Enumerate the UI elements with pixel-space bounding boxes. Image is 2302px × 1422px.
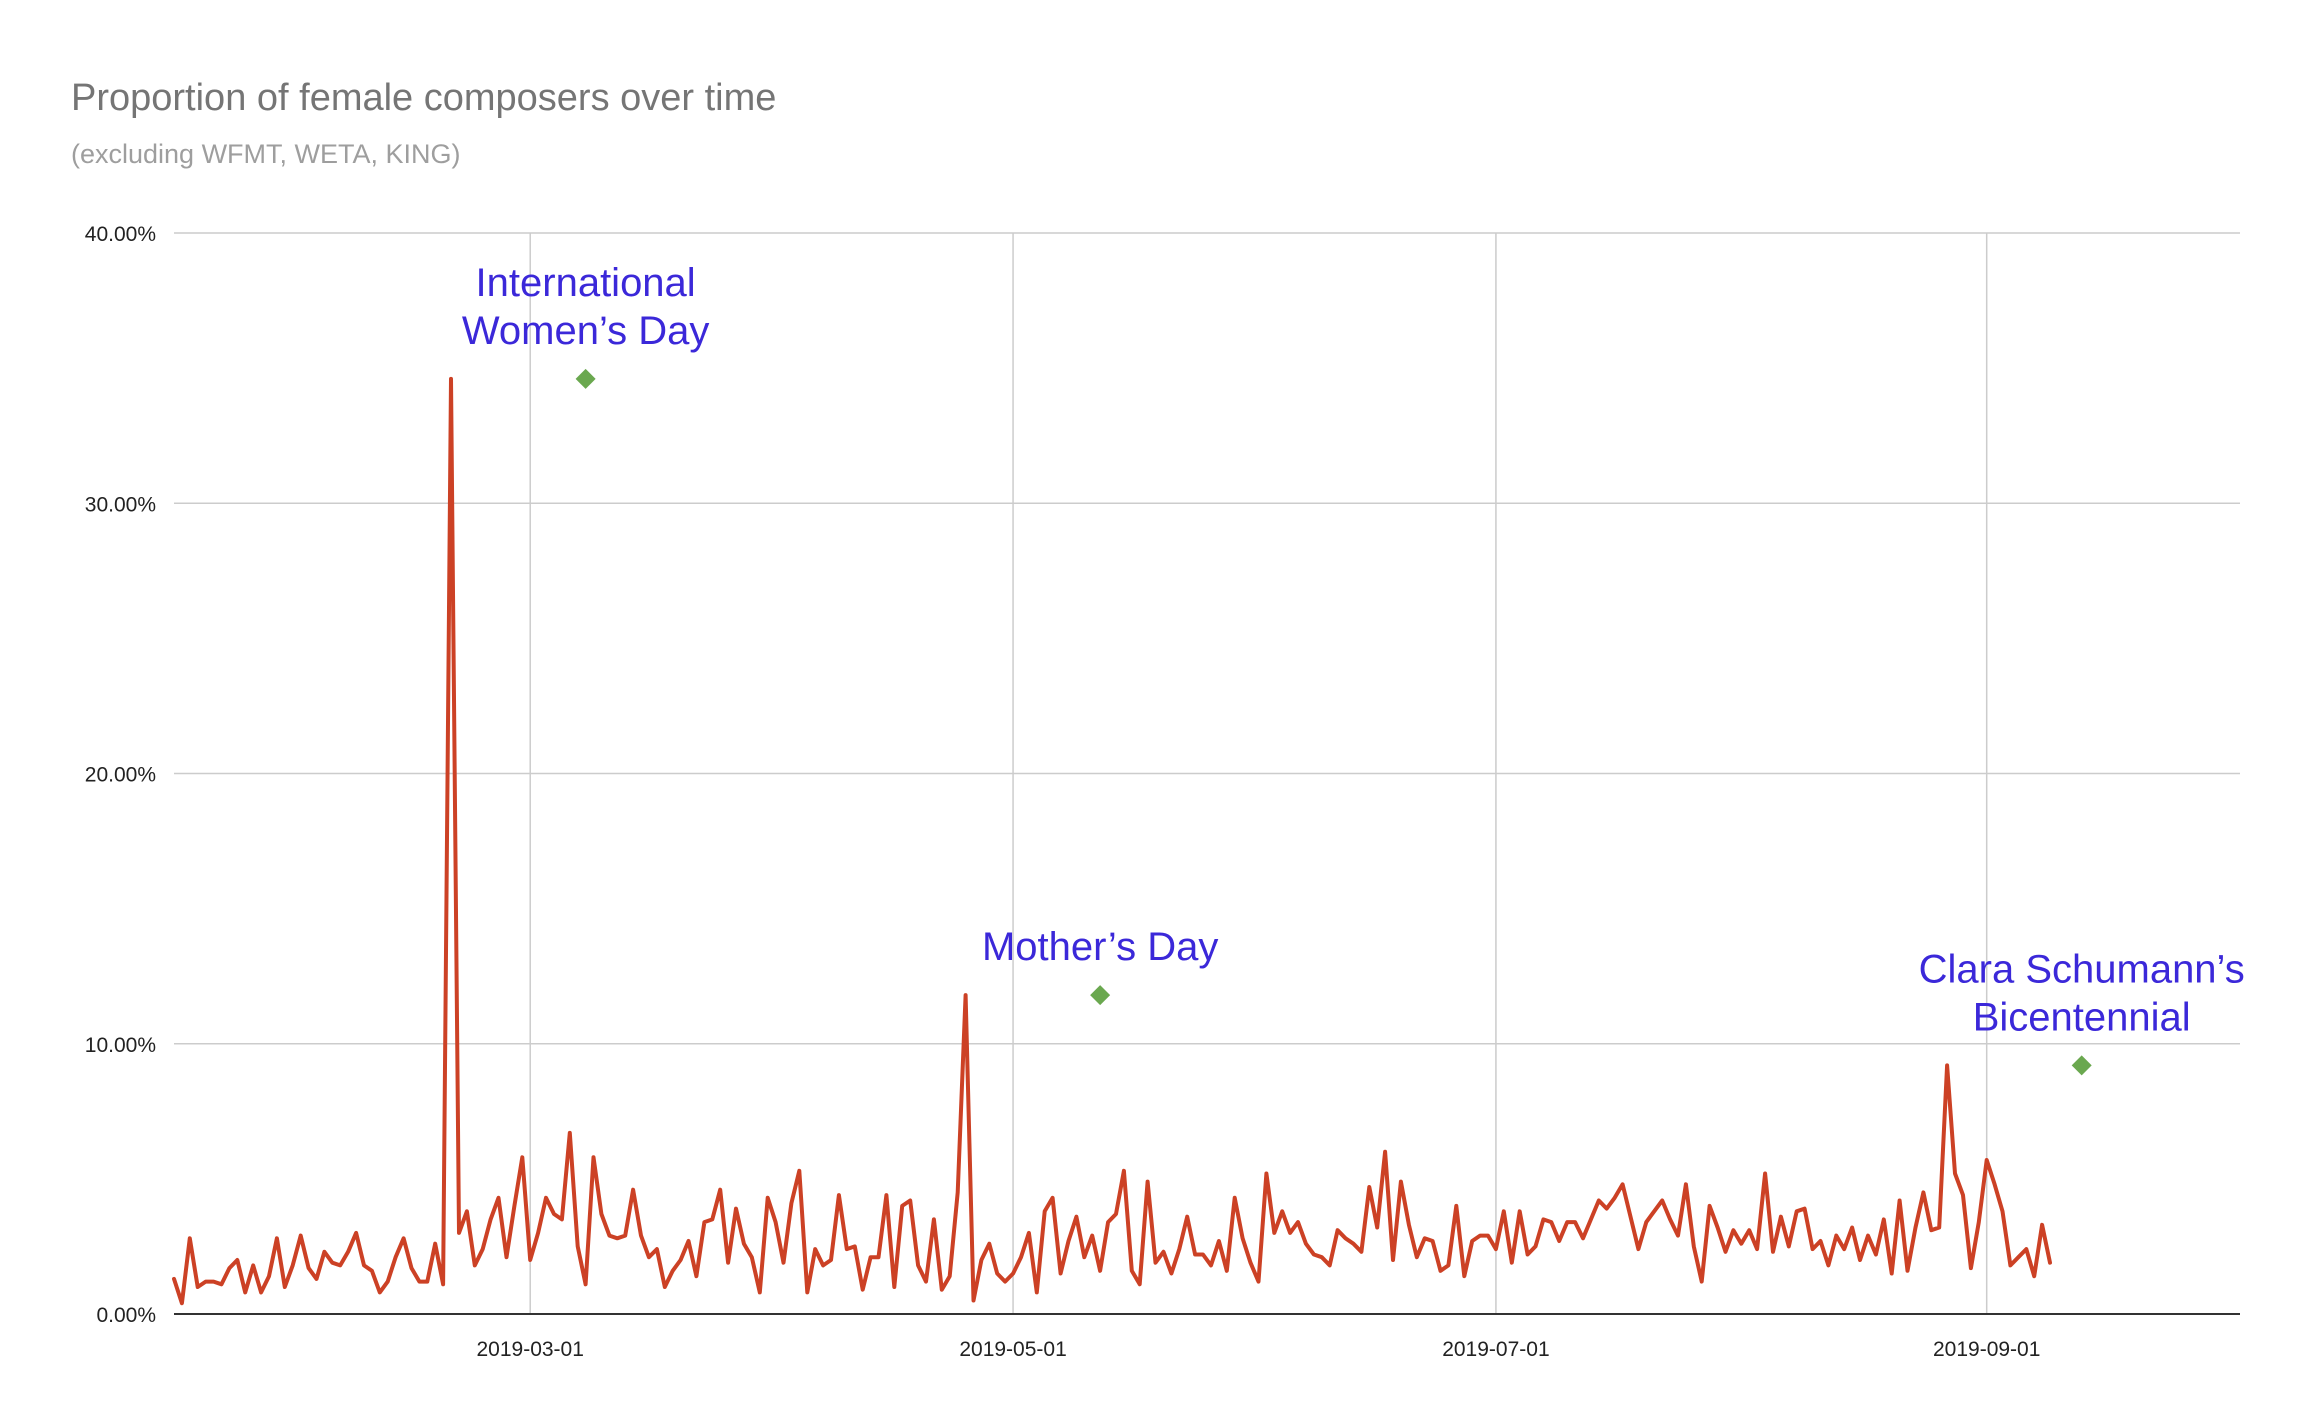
annotation-marker — [1090, 985, 1111, 1006]
y-tick-label: 10.00% — [85, 1034, 156, 1057]
annotation-label: Women’s Day — [462, 309, 710, 353]
x-tick-label: 2019-05-01 — [959, 1338, 1066, 1361]
y-tick-label: 0.00% — [96, 1304, 156, 1327]
annotation-label: Mother’s Day — [982, 925, 1218, 969]
y-tick-label: 20.00% — [85, 764, 156, 787]
axes: 0.00% 10.00% 20.00% 30.00% 40.00% 2019-03-01 2… — [85, 223, 2240, 1361]
annotation-label: Clara Schumann’s — [1919, 947, 2245, 991]
y-tick-label: 40.00% — [85, 223, 156, 246]
x-tick-label: 2019-07-01 — [1442, 1338, 1549, 1361]
x-tick-label: 2019-03-01 — [476, 1338, 583, 1361]
annotation-label: International — [476, 261, 696, 305]
y-tick-label: 30.00% — [85, 493, 156, 516]
gridlines — [174, 232, 2240, 1314]
annotation-marker — [2071, 1055, 2092, 1076]
series-layer — [172, 376, 2052, 1306]
x-tick-label: 2019-09-01 — [1933, 1338, 2040, 1361]
chart-title: Proportion of female composers over time — [71, 77, 776, 119]
annotation-label: Bicentennial — [1973, 995, 2191, 1039]
series-line-0 — [172, 376, 2052, 1306]
annotation-marker — [575, 368, 596, 389]
chart-subtitle: (excluding WFMT, WETA, KING) — [71, 139, 461, 169]
